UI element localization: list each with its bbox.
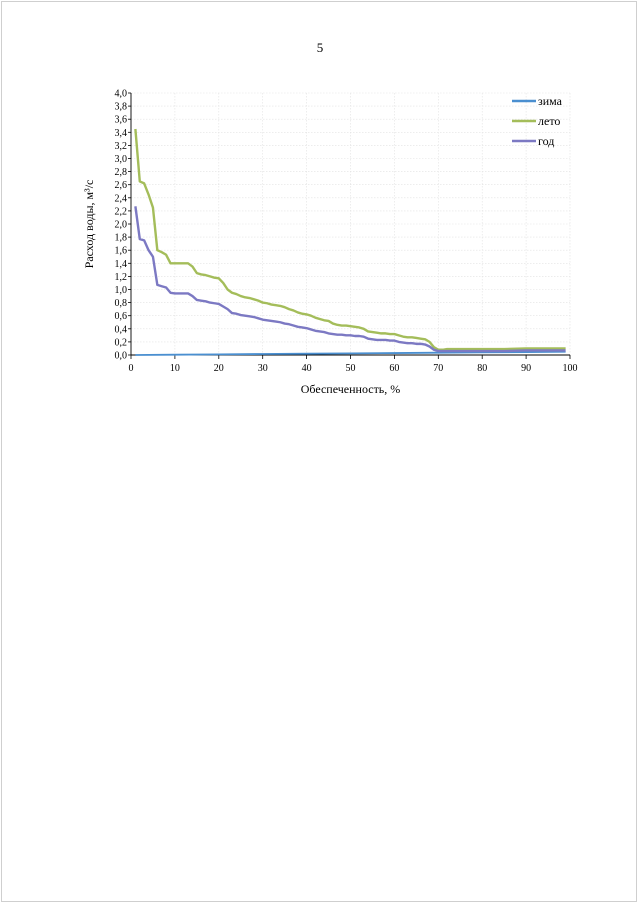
y-tick-label: 1,6 [115, 246, 128, 257]
x-tick-label: 90 [521, 363, 531, 374]
y-tick-label: 2,0 [115, 220, 128, 231]
x-tick-label: 10 [170, 363, 180, 374]
series-line-god [134, 206, 566, 353]
x-tick-label: 70 [433, 363, 443, 374]
y-tick-label: 2,4 [115, 193, 128, 204]
page-number: 5 [316, 40, 324, 55]
y-tick-label: 2,6 [115, 180, 128, 191]
y-tick-label: 0,8 [115, 298, 128, 309]
x-tick-label: 60 [389, 363, 399, 374]
y-tick-label: 1,4 [115, 259, 128, 270]
y-tick-label: 1,2 [115, 272, 128, 283]
y-tick-label: 1,8 [115, 233, 128, 244]
grid-lines [131, 92, 571, 355]
y-tick-label: 0,6 [115, 311, 128, 322]
y-tick-label: 1,0 [115, 285, 128, 296]
x-tick-label: 50 [346, 363, 356, 374]
x-tick-label: 30 [258, 363, 268, 374]
legend-label-zima: зима [538, 94, 563, 108]
x-axis-title: Обеспеченность, % [301, 382, 401, 396]
y-tick-label: 3,0 [115, 154, 128, 165]
x-tick-label: 80 [477, 363, 487, 374]
y-tick-label: 3,4 [115, 128, 128, 139]
y-axis-title: Расход воды, м³/с [82, 180, 96, 269]
legend-label-god: год [538, 134, 554, 148]
y-tick-label: 3,2 [115, 141, 128, 152]
series-lines [134, 128, 566, 356]
y-axis-title-group: Расход воды, м³/с [82, 180, 96, 269]
x-tick-label: 20 [214, 363, 224, 374]
legend-label-leto: лето [538, 114, 560, 128]
y-tick-label: 3,8 [115, 102, 128, 113]
y-tick-label: 2,8 [115, 167, 128, 178]
x-tick-label: 40 [302, 363, 312, 374]
x-tick-label: 0 [129, 363, 134, 374]
y-tick-label: 0,2 [115, 337, 128, 348]
y-tick-label: 0,4 [115, 324, 128, 335]
y-tick-label: 3,6 [115, 115, 128, 126]
axes: 0,0 0,2 0,4 0,6 0,8 1,0 1,2 1,4 1,6 1,8 2,0 2,2 2,4 2… [115, 89, 578, 375]
series-line-leto [134, 128, 566, 351]
y-tick-label: 0,0 [115, 351, 128, 362]
x-tick-label: 100 [563, 363, 578, 374]
y-tick-label: 2,2 [115, 206, 128, 217]
legend: зима лето год [512, 94, 563, 148]
y-tick-label: 4,0 [115, 89, 128, 100]
